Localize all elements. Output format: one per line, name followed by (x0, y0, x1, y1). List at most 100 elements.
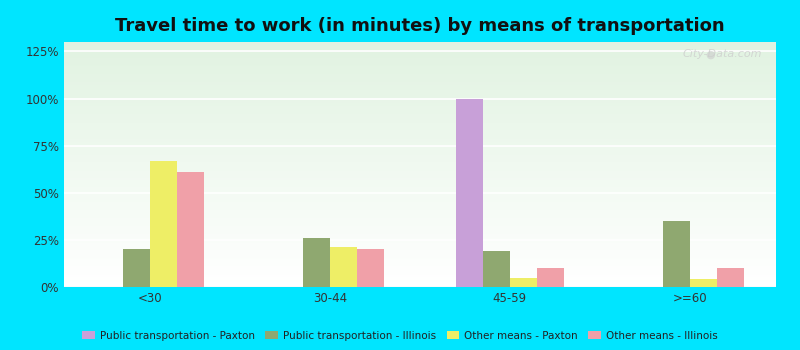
Bar (64, 85, 776, 86)
Bar (64, 258, 776, 259)
Bar (64, 272, 776, 274)
Bar (64, 114, 776, 116)
Bar (64, 87, 776, 89)
Bar (64, 245, 776, 246)
Bar (64, 267, 776, 269)
Bar (64, 106, 776, 107)
Legend: Public transportation - Paxton, Public transportation - Illinois, Other means - : Public transportation - Paxton, Public t… (78, 327, 722, 345)
Bar (64, 261, 776, 262)
Bar (64, 214, 776, 215)
Bar (64, 189, 776, 190)
Bar (64, 188, 776, 189)
Bar (64, 276, 776, 277)
Bar (64, 194, 776, 195)
Bar (64, 80, 776, 81)
Bar (64, 186, 776, 187)
Bar (64, 256, 776, 258)
Bar (64, 246, 776, 248)
Bar (64, 271, 776, 272)
Bar (64, 64, 776, 65)
Bar (64, 218, 776, 220)
Bar (64, 279, 776, 280)
Bar (64, 216, 776, 217)
Bar (64, 59, 776, 60)
Bar (64, 282, 776, 284)
Bar (64, 71, 776, 72)
Bar (510, 278, 537, 287)
Bar (64, 195, 776, 196)
Bar (64, 210, 776, 211)
Bar (64, 220, 776, 221)
Bar (64, 140, 776, 141)
Bar (123, 249, 150, 287)
Bar (64, 136, 776, 138)
Bar (64, 201, 776, 202)
Bar (178, 172, 204, 287)
Bar (64, 93, 776, 94)
Bar (64, 152, 776, 153)
Bar (64, 202, 776, 204)
Bar (64, 254, 776, 255)
Bar (64, 116, 776, 117)
Bar (64, 270, 776, 271)
Bar (64, 50, 776, 52)
Bar (64, 98, 776, 99)
Bar (64, 108, 776, 109)
Bar (64, 58, 776, 59)
Bar (64, 190, 776, 191)
Bar (64, 92, 776, 93)
Bar (64, 82, 776, 84)
Bar (64, 123, 776, 124)
Bar (64, 226, 776, 227)
Bar (330, 247, 357, 287)
Bar (64, 199, 776, 200)
Bar (64, 121, 776, 123)
Bar (64, 126, 776, 128)
Bar (64, 231, 776, 232)
Bar (64, 141, 776, 142)
Bar (357, 249, 384, 287)
Bar (64, 94, 776, 96)
Bar (64, 239, 776, 240)
Bar (64, 90, 776, 91)
Bar (64, 177, 776, 178)
Bar (64, 179, 776, 181)
Bar (64, 266, 776, 267)
Bar (64, 275, 776, 276)
Bar (64, 91, 776, 92)
Bar (64, 156, 776, 157)
Bar (483, 251, 510, 287)
Bar (64, 48, 776, 49)
Bar (64, 145, 776, 146)
Bar (64, 172, 776, 173)
Bar (64, 230, 776, 231)
Bar (64, 150, 776, 151)
Bar (64, 104, 776, 106)
Bar (64, 209, 776, 210)
Bar (64, 212, 776, 214)
Bar (64, 77, 776, 79)
Bar (64, 241, 776, 243)
Bar (64, 248, 776, 249)
Bar (64, 181, 776, 182)
Bar (64, 147, 776, 148)
Bar (64, 130, 776, 131)
Bar (64, 74, 776, 75)
Bar (64, 97, 776, 98)
Bar (64, 166, 776, 167)
Bar (64, 228, 776, 230)
Bar (64, 131, 776, 133)
Bar (64, 238, 776, 239)
Bar (64, 178, 776, 179)
Bar (64, 265, 776, 266)
Bar (64, 117, 776, 118)
Bar (64, 222, 776, 223)
Bar (64, 148, 776, 150)
Bar (64, 233, 776, 235)
Bar (64, 111, 776, 112)
Bar (64, 54, 776, 55)
Bar (64, 68, 776, 69)
Bar (64, 217, 776, 218)
Bar (64, 262, 776, 264)
Bar (64, 62, 776, 63)
